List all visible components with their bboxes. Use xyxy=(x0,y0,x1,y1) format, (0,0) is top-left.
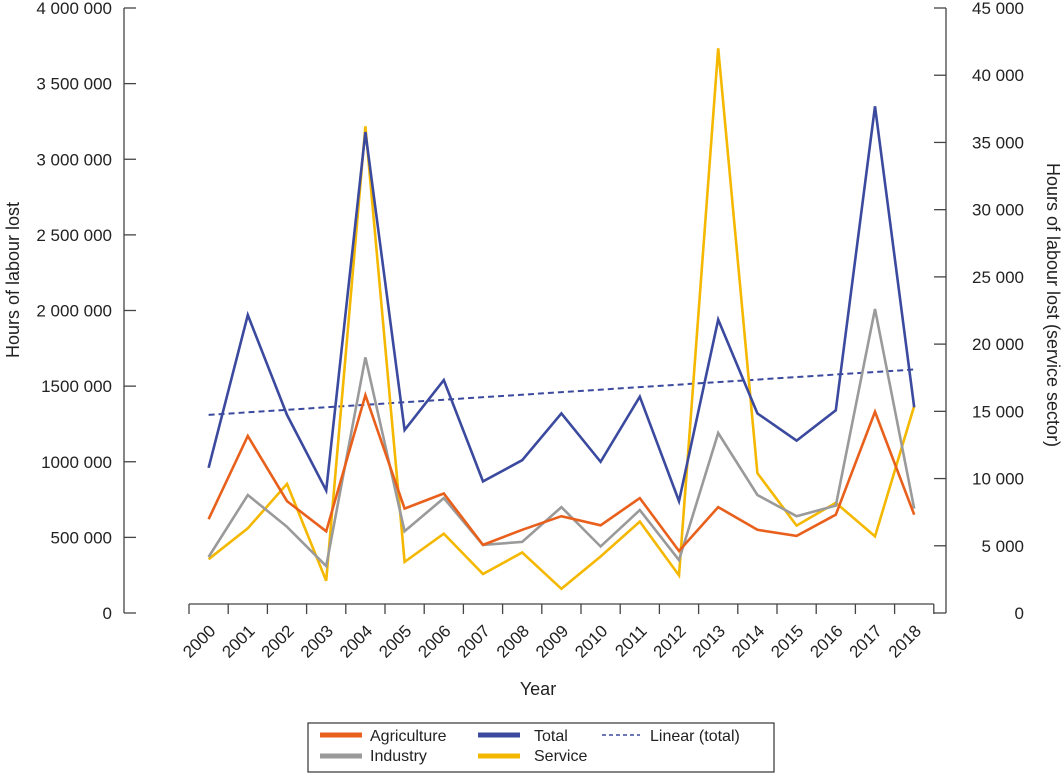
x-tick-label: 2004 xyxy=(336,621,376,661)
x-tick-label: 2001 xyxy=(218,621,258,661)
plot-area xyxy=(207,48,916,591)
x-tick-label: 2014 xyxy=(728,621,768,661)
x-tick-label: 2003 xyxy=(297,621,337,661)
y-right-tick-label: 25 000 xyxy=(972,268,1024,287)
series-line-service xyxy=(207,48,916,591)
y-right-tick-label: 5 000 xyxy=(981,537,1024,556)
y-left-tick-label: 2 500 000 xyxy=(36,226,112,245)
y-right-tick-label: 30 000 xyxy=(972,201,1024,220)
x-tick-label: 2006 xyxy=(414,621,454,661)
y-left-tick-label: 0 xyxy=(103,604,112,623)
y-left-tick-label: 1500 000 xyxy=(41,377,112,396)
legend-label-industry: Industry xyxy=(370,748,427,765)
y-left-tick-label: 3 000 000 xyxy=(36,150,112,169)
x-tick-label: 2009 xyxy=(532,621,572,661)
y-right-tick-label: 45 000 xyxy=(972,0,1024,18)
legend-label-total: Total xyxy=(534,728,568,745)
y-right-tick-label: 0 xyxy=(1015,604,1024,623)
series-line-total xyxy=(207,106,916,506)
legend-box xyxy=(307,722,775,773)
x-tick-label: 2005 xyxy=(375,621,415,661)
x-tick-label: 2002 xyxy=(258,621,298,661)
x-tick-label: 2010 xyxy=(571,621,611,661)
series-line-agriculture xyxy=(207,390,916,554)
y-left-tick-label: 4 000 000 xyxy=(36,0,112,18)
x-tick-label: 2011 xyxy=(611,621,650,660)
legend-label-agriculture: Agriculture xyxy=(370,728,447,745)
x-tick-label: 2017 xyxy=(846,621,886,661)
x-tick-label: 2013 xyxy=(689,621,729,661)
trendline-linear-total xyxy=(208,368,915,416)
y-right-tick-label: 20 000 xyxy=(972,335,1024,354)
y-left-tick-label: 3 500 000 xyxy=(36,75,112,94)
x-tick-label: 2015 xyxy=(767,621,807,661)
y-left-tick-label: 1000 000 xyxy=(41,453,112,472)
y-left-tick-label: 500 000 xyxy=(51,528,112,547)
x-axis-title: Year xyxy=(520,679,556,699)
x-tick-label: 2018 xyxy=(885,621,925,661)
axes: 0 500 000 1000 000 1500 000 2 000 000 2 500 0… xyxy=(36,0,1024,662)
y-right-tick-label: 35 000 xyxy=(972,133,1024,152)
legend-label-linear-total: Linear (total) xyxy=(650,728,740,745)
y-axis-left-title: Hours of labour lost xyxy=(3,202,23,358)
y-right-tick-label: 15 000 xyxy=(972,402,1024,421)
y-right-tick-label: 10 000 xyxy=(972,470,1024,489)
legend: Agriculture Total Linear (total) Industr… xyxy=(307,722,775,773)
x-tick-label: 2000 xyxy=(179,621,219,661)
x-tick-label: 2012 xyxy=(650,621,690,661)
x-tick-label: 2016 xyxy=(806,621,846,661)
y-left-tick-label: 2 000 000 xyxy=(36,302,112,321)
x-tick-label: 2008 xyxy=(493,621,533,661)
x-tick-label: 2007 xyxy=(454,621,494,661)
y-right-tick-label: 40 000 xyxy=(972,66,1024,85)
y-axis-right-title: Hours of labour lost (service sector) xyxy=(1043,163,1063,447)
legend-label-service: Service xyxy=(534,748,587,765)
series-line-industry xyxy=(207,308,916,569)
